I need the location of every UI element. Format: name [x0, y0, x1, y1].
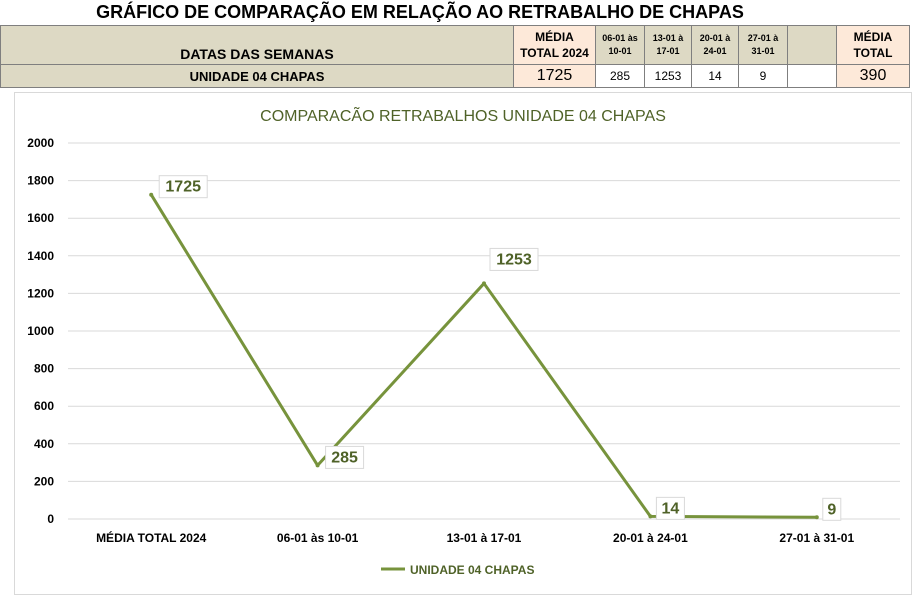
week-header-1-line2: 10-01: [608, 46, 632, 56]
data-label: 1253: [496, 251, 532, 268]
data-label-box: [158, 175, 208, 199]
week-header-2-line1: 13-01 à: [652, 33, 684, 43]
y-tick-label: 1400: [27, 249, 54, 263]
y-tick-label: 200: [34, 474, 54, 488]
sheet-title: GRÁFICO DE COMPARAÇÃO EM RELAÇÃO AO RETR…: [96, 2, 744, 22]
week-value-4[interactable]: 9: [738, 64, 788, 88]
data-label: 285: [331, 449, 358, 466]
y-tick-label: 800: [34, 362, 54, 376]
data-point: [315, 463, 320, 468]
empty-value-cell[interactable]: [787, 64, 837, 88]
summary-table: DATAS DAS SEMANAS MÉDIA TOTAL 2024 06-01…: [0, 25, 910, 88]
x-tick-label: MÉDIA TOTAL 2024: [96, 530, 207, 545]
week-header-4-line2: 31-01: [751, 46, 775, 56]
y-tick-label: 1200: [27, 286, 54, 300]
x-tick-label: 13-01 à 17-01: [447, 531, 522, 545]
week-header-2[interactable]: 13-01 à 17-01: [644, 25, 692, 65]
data-label-box: [655, 496, 685, 520]
week-header-4[interactable]: 27-01 à 31-01: [738, 25, 788, 65]
y-tick-label: 400: [34, 437, 54, 451]
y-tick-label: 1800: [27, 174, 54, 188]
week-header-1-line1: 06-01 às: [602, 33, 638, 43]
data-label-box: [325, 445, 365, 469]
row-header-label[interactable]: DATAS DAS SEMANAS: [0, 25, 514, 65]
week-header-3-line2: 24-01: [703, 46, 727, 56]
media-total-value[interactable]: 390: [836, 64, 910, 88]
media-total-2024-value[interactable]: 1725: [513, 64, 596, 88]
week-header-2-line2: 17-01: [656, 46, 680, 56]
row-label[interactable]: UNIDADE 04 CHAPAS: [0, 64, 514, 88]
data-point: [648, 514, 653, 519]
data-label: 1725: [165, 179, 201, 196]
y-tick-label: 1600: [27, 211, 54, 225]
data-label: 9: [827, 501, 836, 518]
data-point: [149, 192, 154, 197]
y-tick-label: 2000: [27, 136, 54, 150]
week-header-1[interactable]: 06-01 às 10-01: [595, 25, 645, 65]
y-tick-label: 600: [34, 399, 54, 413]
media-total-header[interactable]: MÉDIA TOTAL: [836, 25, 910, 65]
summary-value-row: UNIDADE 04 CHAPAS 1725 285 1253 14 9 390: [0, 64, 910, 88]
week-header-3-line1: 20-01 à: [699, 33, 731, 43]
y-tick-label: 0: [47, 512, 54, 526]
week-value-1[interactable]: 285: [595, 64, 645, 88]
y-tick-label: 1000: [27, 324, 54, 338]
media-total-header-line1: MÉDIA: [853, 30, 893, 44]
data-label-box: [489, 247, 539, 271]
chart-title: COMPARACÃO RETRABALHOS UNIDADE 04 CHAPAS: [260, 105, 666, 125]
data-label: 14: [662, 500, 680, 517]
x-tick-label: 20-01 à 24-01: [613, 531, 688, 545]
summary-header-row: DATAS DAS SEMANAS MÉDIA TOTAL 2024 06-01…: [0, 25, 910, 65]
data-label-box: [822, 497, 842, 521]
media-total-2024-header[interactable]: MÉDIA TOTAL 2024: [513, 25, 596, 65]
media-total-2024-header-line2: TOTAL 2024: [520, 46, 589, 60]
x-tick-label: 06-01 às 10-01: [277, 531, 359, 545]
empty-header-cell[interactable]: [787, 25, 837, 65]
legend-label: UNIDADE 04 CHAPAS: [410, 563, 534, 577]
week-header-4-line1: 27-01 à: [747, 33, 779, 43]
series-line: [149, 193, 817, 519]
week-value-2[interactable]: 1253: [644, 64, 692, 88]
media-total-2024-header-line1: MÉDIA: [535, 30, 574, 44]
media-total-header-line2: TOTAL: [853, 46, 893, 60]
data-point: [482, 281, 486, 286]
x-tick-label: 27-01 à 31-01: [779, 531, 854, 545]
data-point: [814, 515, 819, 520]
week-value-3[interactable]: 14: [691, 64, 739, 88]
